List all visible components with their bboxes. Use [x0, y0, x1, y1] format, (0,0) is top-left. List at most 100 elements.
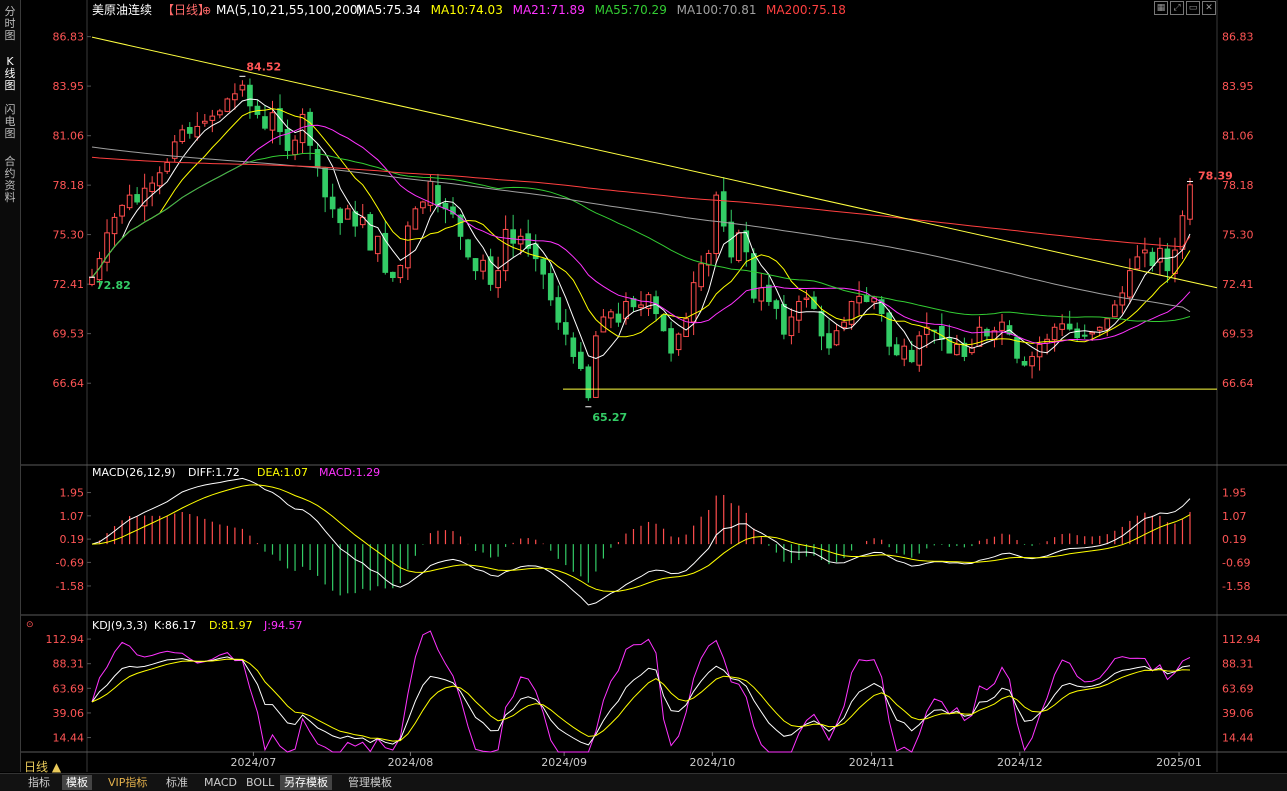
- candle-body: [961, 342, 968, 357]
- y-tick-label-right: 69.53: [1222, 328, 1254, 341]
- candle-body: [856, 295, 862, 304]
- grid-icon[interactable]: ▦: [1154, 1, 1168, 15]
- restore-icon[interactable]: ▭: [1186, 1, 1200, 15]
- candle-body: [224, 98, 231, 112]
- candle-body: [1104, 318, 1111, 330]
- candle-body: [675, 333, 682, 351]
- candle-body: [337, 208, 344, 224]
- x-tick-label: 2024/08: [388, 756, 434, 769]
- kline-chart[interactable]: 美原油连续 【日线】⊕ MA(5,10,21,55,100,200)MA5:75.3…: [0, 0, 1287, 772]
- tab-vip-indicator[interactable]: VIP指标: [108, 776, 148, 789]
- candle-body: [134, 194, 140, 203]
- y-tick-label-right: 112.94: [1222, 633, 1261, 646]
- y-tick-label: -0.69: [56, 556, 84, 569]
- candle-body: [412, 208, 419, 230]
- candle-body: [1029, 355, 1035, 367]
- y-tick-label: 88.31: [53, 658, 85, 671]
- tab-manage-template[interactable]: 管理模板: [348, 776, 392, 789]
- period-label[interactable]: 日线 ▲: [24, 760, 62, 774]
- candle-body: [608, 311, 614, 319]
- y-tick-label: 1.07: [60, 510, 85, 523]
- candle-body: [562, 322, 569, 335]
- candle-body: [344, 208, 351, 220]
- candle-body: [878, 299, 885, 315]
- kdj-title: KDJ(9,3,3): [92, 619, 148, 632]
- candle-body: [141, 187, 148, 207]
- tab-save-template[interactable]: 另存模板: [280, 775, 332, 790]
- tab-standard[interactable]: 标准: [166, 776, 188, 789]
- candle-body: [209, 115, 216, 121]
- candle-body: [826, 333, 832, 349]
- tab-boll[interactable]: BOLL: [246, 776, 275, 789]
- candle-body: [111, 216, 118, 235]
- y-tick-label: 75.30: [53, 229, 85, 242]
- y-tick-label: 83.95: [53, 80, 85, 93]
- candle-body: [615, 313, 622, 323]
- kdj-k-line: [91, 656, 1191, 746]
- y-tick-label: 1.95: [60, 487, 85, 500]
- candle-body: [1157, 247, 1163, 263]
- candle-body: [262, 116, 268, 129]
- x-tick-label: 2024/11: [849, 756, 895, 769]
- tab-contract-info[interactable]: 合约资料: [4, 155, 16, 204]
- candle-body: [1021, 361, 1028, 366]
- candle-body: [232, 93, 238, 101]
- y-tick-label: 72.41: [53, 278, 85, 291]
- ma5-line: [91, 98, 1191, 360]
- x-tick-label: 2024/09: [541, 756, 587, 769]
- candle-body: [495, 270, 501, 289]
- candle-body: [1051, 326, 1058, 341]
- y-tick-label-right: 63.69: [1222, 682, 1254, 695]
- y-tick-label-right: 66.64: [1222, 377, 1254, 390]
- candle-body: [119, 204, 125, 217]
- candle-body: [284, 128, 291, 151]
- y-tick-label: 78.18: [53, 179, 85, 192]
- ma55-line: [91, 152, 1191, 322]
- tab-indicator[interactable]: 指标: [28, 776, 50, 789]
- price-annotation: 84.52: [246, 60, 281, 73]
- candle-body: [239, 84, 246, 91]
- candle-body: [923, 326, 930, 335]
- candle-body: [946, 338, 953, 354]
- tab-kline[interactable]: K线图: [4, 55, 16, 92]
- candle-body: [555, 297, 562, 323]
- y-tick-label-right: -1.58: [1222, 580, 1250, 593]
- macd-legend-value: MACD:1.29: [319, 466, 380, 479]
- candle-body: [788, 316, 795, 337]
- ma-legend-value: MA21:71.89: [513, 3, 585, 17]
- tab-flash[interactable]: 闪电图: [4, 103, 16, 140]
- candle-body: [374, 235, 381, 255]
- candle-body: [735, 232, 742, 261]
- candle-body: [247, 84, 253, 107]
- candle-body: [314, 149, 321, 169]
- y-tick-label-right: 88.31: [1222, 658, 1254, 671]
- tab-timeshare[interactable]: 分时图: [4, 5, 16, 42]
- candle-body: [277, 108, 283, 133]
- ma10-line: [91, 108, 1191, 346]
- candle-body: [796, 301, 802, 321]
- resistance-trendline: [91, 36, 1218, 289]
- ma100-line: [91, 146, 1191, 313]
- close-icon[interactable]: ✕: [1202, 1, 1216, 15]
- ma-legend-value: MA5:75.34: [356, 3, 421, 17]
- expand-icon[interactable]: ⤢: [1170, 1, 1184, 15]
- candle-body: [863, 294, 870, 303]
- kdj-j-line: [91, 630, 1191, 753]
- candle-body: [502, 228, 509, 272]
- candle-body: [292, 139, 298, 156]
- y-tick-label-right: 86.83: [1222, 31, 1254, 44]
- y-tick-label: 66.64: [53, 377, 85, 390]
- candle-body: [1142, 249, 1148, 254]
- candle-body: [179, 129, 186, 142]
- y-tick-label-right: 75.30: [1222, 229, 1254, 242]
- tab-template[interactable]: 模板: [62, 775, 92, 790]
- candle-body: [322, 167, 328, 198]
- candle-body: [1187, 184, 1193, 220]
- y-tick-label: -1.58: [56, 580, 84, 593]
- candle-body: [525, 233, 532, 249]
- candle-body: [465, 239, 471, 258]
- candle-body: [164, 161, 171, 172]
- candle-body: [1066, 323, 1073, 330]
- tab-macd[interactable]: MACD: [204, 776, 237, 789]
- candle-body: [194, 125, 201, 138]
